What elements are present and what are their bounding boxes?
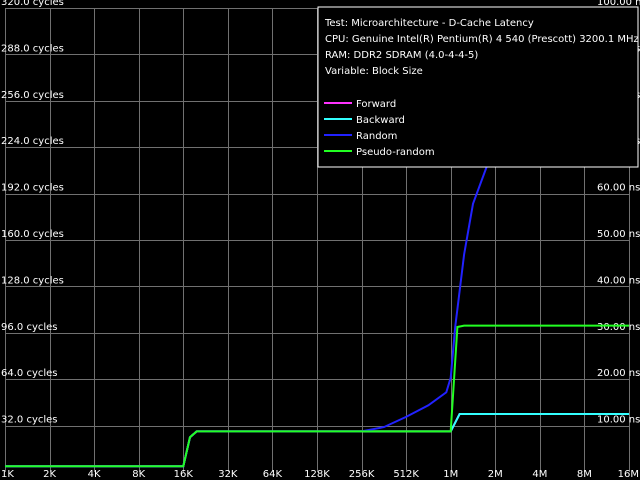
info-cpu: CPU: Genuine Intel(R) Pentium(R) 4 540 (… (325, 34, 639, 45)
y-left-tick-label: 160.0 cycles (1, 229, 64, 240)
x-tick-label: 256K (349, 469, 375, 480)
legend-label: Random (356, 131, 397, 142)
x-tick-label: 16M (618, 469, 639, 480)
x-tick-label: 4K (88, 469, 101, 480)
x-tick-label: 16K (174, 469, 194, 480)
y-left-tick-label: 64.0 cycles (1, 368, 58, 379)
series-line-pseudo-random (5, 324, 629, 468)
y-left-tick-label: 224.0 cycles (1, 136, 64, 147)
y-left-tick-label: 128.0 cycles (1, 275, 64, 286)
legend-items: Forward Backward Random Pseudo-random (324, 99, 435, 158)
y-left-tick-label: 32.0 cycles (1, 415, 58, 426)
y-right-tick-label: 60.00 ns (597, 183, 640, 194)
y-left-tick-label: 256.0 cycles (1, 90, 64, 101)
legend-box (317, 6, 639, 168)
x-tick-label: 8K (132, 469, 145, 480)
info-ram: RAM: DDR2 SDRAM (4.0-4-4-5) (325, 50, 478, 61)
y-right-tick-label: 10.00 ns (597, 415, 640, 426)
y-left-tick-label: 288.0 cycles (1, 43, 64, 54)
info-test: Test: Microarchitecture - D-Cache Latenc… (324, 18, 534, 29)
x-tick-label: 32K (218, 469, 238, 480)
y-right-tick-label: 30.00 ns (597, 322, 640, 333)
info-variable: Variable: Block Size (325, 66, 423, 77)
x-tick-label: 8M (577, 469, 592, 480)
x-tick-label: 4M (532, 469, 547, 480)
x-tick-label: 1M (443, 469, 458, 480)
legend: Test: Microarchitecture - D-Cache Latenc… (317, 6, 639, 168)
x-axis-labels: 1K 2K 4K 8K 16K 32K 64K 128K 256K 512K 1M 2M 4M 8M 16M (1, 469, 639, 480)
legend-label: Forward (356, 99, 396, 110)
y-left-tick-label: 320.0 cycles (1, 0, 64, 8)
y-left-tick-label: 96.0 cycles (1, 322, 58, 333)
x-tick-label: 512K (393, 469, 419, 480)
x-tick-label: 1K (1, 469, 14, 480)
y-right-tick-label: 100.00 ns (597, 0, 640, 8)
y-left-tick-label: 192.0 cycles (1, 183, 64, 194)
x-tick-label: 2M (488, 469, 503, 480)
y-right-tick-label: 20.00 ns (597, 368, 640, 379)
legend-label: Backward (356, 115, 405, 126)
x-tick-label: 2K (43, 469, 56, 480)
legend-label: Pseudo-random (356, 147, 435, 158)
x-tick-label: 128K (304, 469, 330, 480)
x-tick-label: 64K (263, 469, 283, 480)
y-right-tick-label: 40.00 ns (597, 275, 640, 286)
y-right-tick-label: 50.00 ns (597, 229, 640, 240)
